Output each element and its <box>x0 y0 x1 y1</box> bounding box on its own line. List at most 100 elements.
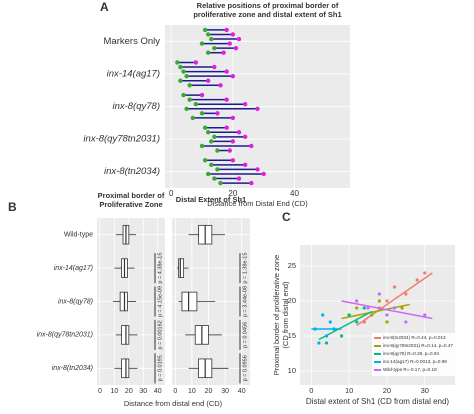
point <box>366 306 370 310</box>
box <box>178 258 185 278</box>
start-point <box>199 143 205 149</box>
start-point <box>199 41 205 46</box>
start-point <box>178 78 183 83</box>
start-point <box>215 167 220 172</box>
y-tick-label: 20 <box>288 296 296 305</box>
y-tick-label: 15 <box>288 331 296 340</box>
start-point <box>178 64 183 70</box>
y-tick-label: Wild-type <box>64 232 93 239</box>
point <box>321 313 325 317</box>
panel-label: B <box>8 200 17 214</box>
annotation: p = 1.38e-15 <box>242 253 248 284</box>
start-point <box>184 106 189 111</box>
start-point <box>205 130 211 135</box>
x-tick-label: 40 <box>154 388 162 395</box>
point <box>324 341 329 345</box>
point <box>404 292 408 296</box>
start-point <box>184 73 189 79</box>
end-point <box>255 106 260 111</box>
end-point <box>224 125 229 130</box>
chart-title: Proximal border of <box>98 191 165 200</box>
start-point <box>193 102 199 107</box>
end-point <box>227 41 232 46</box>
x-axis-label: Distance from distal end (CD) <box>124 399 223 408</box>
annotation: p = 0.0195 <box>157 355 163 381</box>
end-point <box>249 180 254 186</box>
start-point <box>175 60 180 65</box>
box <box>181 291 198 312</box>
start-point <box>209 36 214 42</box>
annotation: p = 0.00162 <box>157 320 163 349</box>
x-tick-label: 10 <box>188 388 196 395</box>
x-tick-label: 20 <box>383 386 391 395</box>
x-tick-label: 0 <box>173 388 177 395</box>
legend-label: inx-8(tn2034) R=0.44, p=0.013 <box>383 335 446 340</box>
y-tick-label: inx-8(qy78) <box>58 298 93 305</box>
legend-box <box>372 333 455 376</box>
y-tick-label: inx-8(qy78tn2031) <box>37 332 93 339</box>
point <box>355 306 359 310</box>
end-point <box>218 83 223 88</box>
panel-label: C <box>282 210 291 224</box>
y-tick-label: inx-14(ag17) <box>107 68 160 79</box>
end-point <box>255 167 260 172</box>
x-tick-label: 20 <box>205 388 213 395</box>
annotation: p = 0.0456 <box>242 322 248 348</box>
point <box>385 313 389 317</box>
point <box>355 299 359 303</box>
point <box>423 271 427 275</box>
end-point <box>205 78 211 83</box>
box <box>121 325 130 345</box>
point <box>328 320 332 324</box>
legend-label: inx-8(qy78tn2031) R=0.14, p=0.47 <box>383 343 453 348</box>
start-point <box>209 162 214 168</box>
start-point <box>212 45 217 51</box>
end-point <box>224 27 229 33</box>
start-point <box>187 97 192 102</box>
start-point <box>181 92 186 98</box>
end-point <box>230 158 236 163</box>
end-point <box>224 97 229 102</box>
point <box>377 292 381 296</box>
y-axis-label: (CD from distal end) <box>281 281 290 349</box>
chart-title: proliferative zone and distal extent of … <box>193 10 341 19</box>
point <box>400 306 404 310</box>
y-tick-label: inx-8(tn2034) <box>52 365 93 372</box>
end-point <box>242 134 248 140</box>
box <box>121 358 130 379</box>
box <box>119 291 128 312</box>
x-tick-label: 20 <box>125 388 133 395</box>
end-point <box>236 36 242 42</box>
x-tick-label: 40 <box>290 189 299 198</box>
end-point <box>249 143 254 149</box>
end-point <box>236 176 242 181</box>
end-point <box>242 102 248 107</box>
end-point <box>199 92 205 98</box>
point <box>347 313 351 317</box>
x-tick-label: 10 <box>110 388 118 395</box>
start-point <box>190 115 195 121</box>
point <box>370 313 374 317</box>
end-point <box>236 130 242 135</box>
point <box>404 320 408 324</box>
annotation: p = 4.38e-15 <box>157 253 163 284</box>
start-point <box>199 111 205 116</box>
start-point <box>205 32 211 37</box>
end-point <box>230 115 236 121</box>
legend-label: Wild-type R=-0.17, p=0.18 <box>383 367 437 372</box>
point <box>355 320 359 324</box>
end-point <box>215 111 220 116</box>
start-point <box>212 134 217 140</box>
x-axis-label: Distance from Distal End (CD) <box>207 199 308 208</box>
start-point <box>202 125 208 130</box>
x-tick-label: 30 <box>139 388 147 395</box>
point <box>339 334 344 338</box>
fit-line <box>356 272 433 327</box>
point <box>415 278 419 282</box>
point <box>324 334 329 338</box>
x-tick-label: 30 <box>221 388 229 395</box>
x-tick-label: 0 <box>98 388 102 395</box>
legend-label: inx-8(qy78) R=0.29, p=0.04 <box>383 351 439 356</box>
start-point <box>205 50 211 55</box>
